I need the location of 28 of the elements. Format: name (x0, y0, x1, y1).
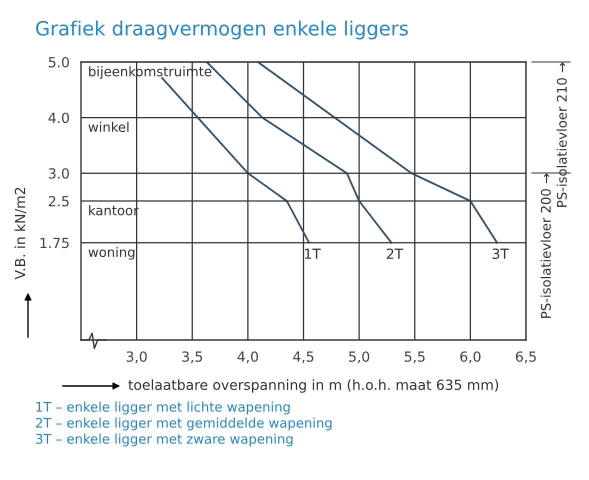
text: PS-isolatievloer 210 → (556, 62, 567, 207)
ref-line-label: woning (88, 246, 134, 260)
y-tick-label: 4.0 (48, 112, 69, 124)
ref-line-label: winkel (88, 122, 128, 132)
x-tick-label: 5,0 (349, 351, 370, 364)
y-tick-label: 1.75 (40, 238, 69, 248)
x-tick-label: 4,0 (238, 351, 258, 364)
y-axis-title: V.B. in kN/m2 (14, 188, 26, 280)
series-label: 3T (492, 248, 509, 260)
x-tick-label: 6,5 (516, 351, 536, 364)
line-series (256, 62, 498, 244)
x-tick-label: 3,5 (182, 351, 202, 364)
x-tick-label: 5,5 (404, 352, 425, 364)
y-tick-label: 3.0 (48, 168, 69, 179)
chart-title: Grafiek draagvermogen enkele liggers (36, 20, 408, 40)
text: PS-isolatievloer 200 → (540, 174, 551, 318)
line-series (161, 77, 310, 244)
series-label: 2T (386, 248, 404, 259)
x-tick-label: 3,0 (126, 351, 147, 364)
y-tick-label: 5.0 (48, 56, 69, 68)
series-label: 1T (305, 248, 321, 259)
x-tick-label: 6,0 (460, 351, 480, 364)
text: 3T – enkele ligger met zware wapening (36, 434, 293, 446)
x-axis-title: toelaatbare overspanning in m (h.o.h. maat 635 mm) (128, 379, 498, 393)
text: 1T – enkele ligger met lichte wapening (36, 402, 290, 414)
x-tick-label: 4,5 (293, 352, 314, 364)
text: 2T – enkele ligger met gemiddelde wapening (36, 418, 332, 430)
y-tick-label: 2.5 (48, 196, 69, 206)
